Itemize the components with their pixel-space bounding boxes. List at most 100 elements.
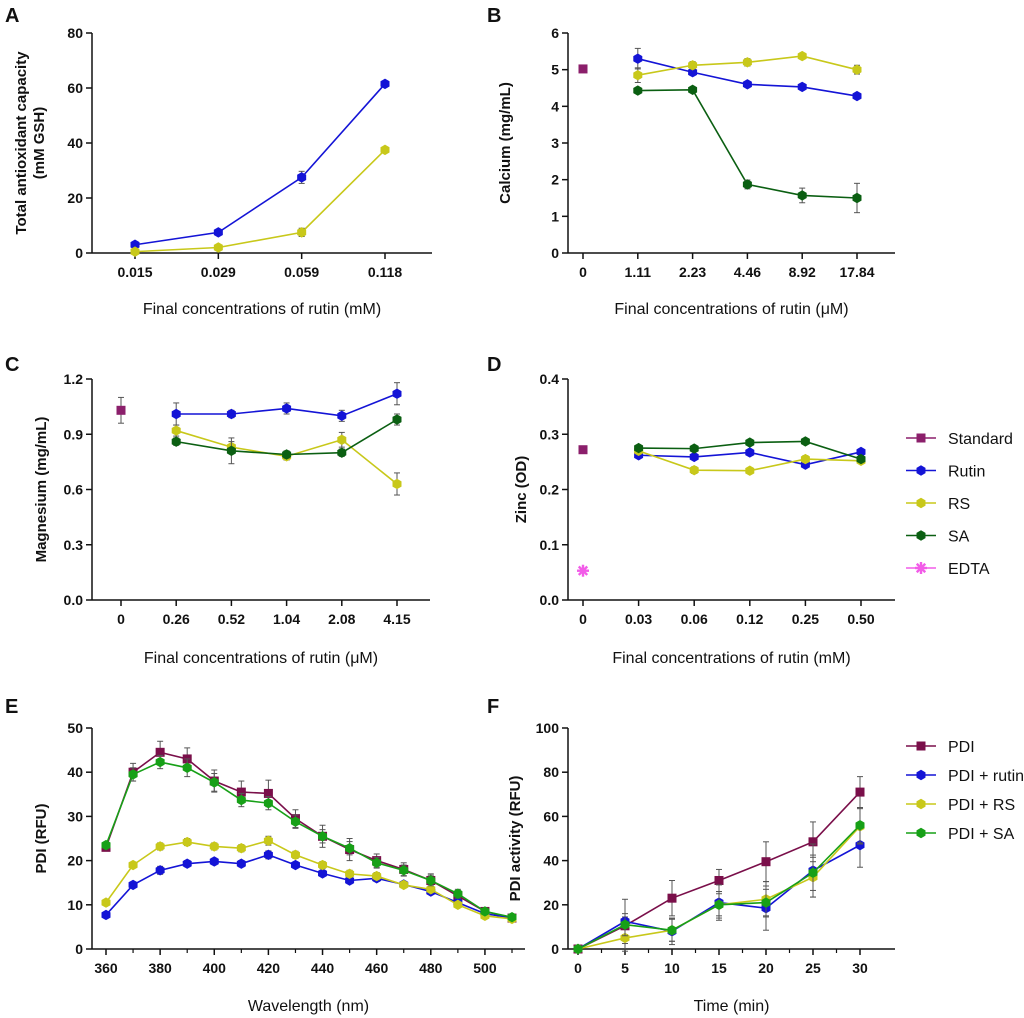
y-tick-label: 0	[75, 245, 83, 261]
x-tick-label: 360	[94, 960, 118, 976]
y-tick-label: 0.3	[64, 537, 84, 553]
data-point	[688, 67, 698, 78]
x-tick-label: 0.06	[681, 611, 708, 627]
x-tick-label: 0	[579, 611, 587, 627]
y-axis-label-line: Calcium (mg/mL)	[497, 82, 514, 204]
data-point	[507, 911, 517, 923]
data-point	[745, 437, 755, 448]
y-tick-label: 3	[551, 135, 559, 151]
panel-letter-f: F	[487, 696, 499, 718]
x-axis-label: Wavelength (nm)	[248, 998, 369, 1015]
data-point	[688, 60, 698, 71]
series-rutin	[130, 78, 390, 250]
data-point	[182, 762, 192, 773]
legend-label: Standard	[948, 431, 1013, 448]
series-standard	[578, 445, 588, 455]
data-point	[171, 408, 181, 420]
series-rutin	[633, 47, 862, 102]
y-tick-label: 40	[67, 135, 83, 151]
legend-marker	[916, 798, 926, 810]
data-point	[116, 405, 126, 415]
data-point	[182, 836, 192, 848]
data-point	[263, 797, 273, 809]
legend-label: SA	[948, 529, 970, 546]
data-point	[101, 839, 111, 851]
legend-item-pdi-rutin: PDI + rutin	[906, 768, 1024, 785]
data-point	[797, 50, 807, 62]
data-point	[318, 859, 328, 871]
y-axis-label-line: Magnesium (mg/mL)	[33, 417, 50, 563]
y-tick-label: 6	[551, 25, 559, 41]
data-point	[182, 858, 192, 869]
y-tick-label: 20	[543, 897, 559, 913]
series-line	[105, 854, 513, 919]
x-tick-label: 0.52	[218, 611, 245, 627]
panel-c: C 0.0 0.3 0.6 0.9 1.2 0 0.26 0.52 1.04 2.08 4.15 Mag…	[5, 354, 430, 667]
data-point	[453, 899, 463, 910]
data-point	[667, 925, 677, 936]
data-point	[236, 794, 246, 806]
data-point	[263, 788, 273, 798]
x-tick-label: 5	[621, 960, 629, 976]
series-line	[176, 418, 398, 456]
x-tick-label: 380	[148, 960, 172, 976]
data-point	[290, 849, 300, 861]
y-tick-label: 0.0	[64, 592, 84, 608]
x-tick-label: 0.015	[117, 264, 152, 280]
panel-f: F 0 20 40 60 80 100 0 5 10 15 20 25 30 PDI activity (R…	[487, 696, 895, 1015]
data-point	[688, 84, 698, 96]
panel-e: E 0 10 20 30 40 50 360 380 400 420 440 460 480 500 PDI …	[5, 696, 525, 1015]
x-tick-label: 460	[365, 960, 389, 976]
data-point	[399, 865, 409, 876]
x-axis-label: Time (min)	[694, 998, 770, 1015]
series-pdi-sa	[573, 807, 865, 955]
data-point	[213, 227, 223, 238]
data-point	[855, 820, 865, 831]
data-point	[578, 445, 588, 455]
y-axis-label-line: PDI (RFU)	[33, 804, 50, 874]
series-rs	[130, 144, 390, 257]
data-point	[155, 841, 165, 852]
x-tick-label: 0.029	[201, 264, 236, 280]
legend-marker	[916, 769, 926, 781]
y-tick-label: 80	[67, 25, 83, 41]
data-point	[633, 85, 643, 96]
y-tick-label: 10	[67, 897, 83, 913]
data-point	[171, 436, 181, 447]
data-point	[155, 756, 165, 768]
data-point	[337, 434, 347, 445]
data-point	[577, 564, 589, 577]
series-pdi-rs	[101, 835, 517, 925]
x-tick-label: 30	[852, 960, 868, 976]
data-point	[290, 859, 300, 871]
x-axis-label: Final concentrations of rutin (μM)	[614, 301, 848, 318]
data-point	[392, 478, 402, 490]
y-tick-label: 0.9	[64, 426, 84, 442]
y-axis-label-line: Zinc (OD)	[513, 456, 530, 524]
panel-letter-a: A	[5, 5, 19, 27]
series-pdi-rutin	[573, 822, 865, 955]
y-tick-label: 0	[551, 941, 559, 957]
data-point	[209, 841, 219, 852]
panel-d: D 0.0 0.1 0.2 0.3 0.4 0 0.03 0.06 0.12 0.25 0.50 Zin…	[487, 354, 895, 667]
data-point	[800, 436, 810, 447]
x-tick-label: 400	[203, 960, 227, 976]
x-axis-label: Final concentrations of rutin (μM)	[144, 650, 378, 667]
data-point	[130, 239, 140, 250]
y-tick-label: 20	[67, 853, 83, 869]
data-point	[852, 90, 862, 102]
data-point	[797, 81, 807, 93]
data-point	[128, 769, 138, 780]
series-line	[134, 83, 386, 246]
panel-b: B 0 1 2 3 4 5 6 0 1.11 2.23 4.46 8.92 17.84 Calcium (m…	[487, 5, 895, 318]
x-tick-label: 0	[579, 264, 587, 280]
data-point	[318, 831, 328, 842]
data-point	[852, 192, 862, 204]
data-point	[345, 868, 355, 880]
x-tick-label: 0.059	[284, 264, 319, 280]
legend-marker	[916, 497, 926, 509]
y-tick-label: 0.1	[540, 537, 560, 553]
legend-item-pdi-rs: PDI + RS	[906, 797, 1015, 814]
data-point	[480, 906, 490, 917]
y-tick-label: 30	[67, 808, 83, 824]
